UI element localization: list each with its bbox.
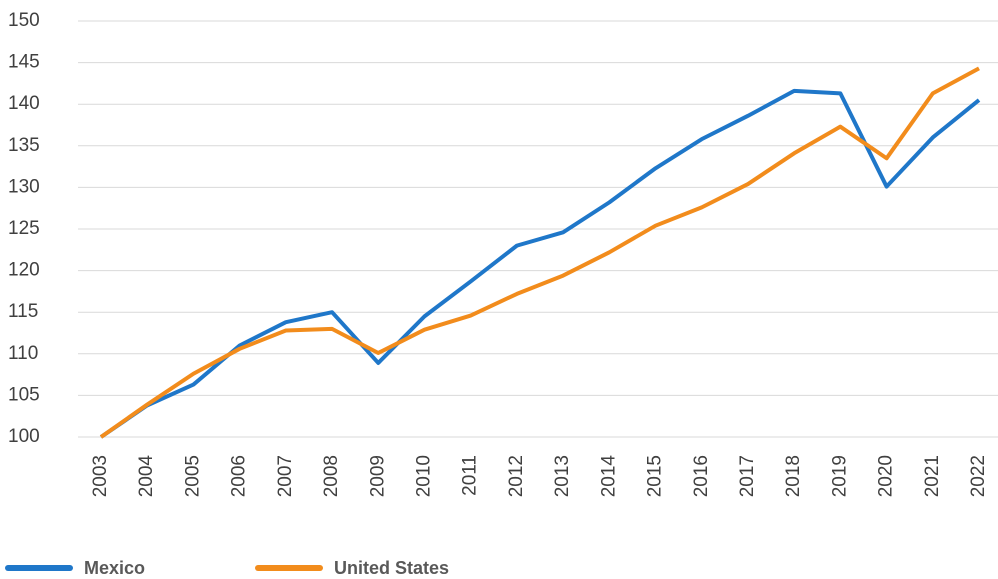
line	[99, 66, 980, 439]
x-tick-label: 2018	[783, 455, 804, 497]
y-tick-label: 110	[8, 343, 38, 364]
x-tick-label: 2004	[136, 455, 157, 498]
x-tick-label: 2015	[645, 455, 666, 497]
x-tick-label: 2021	[922, 455, 943, 497]
y-tick-label: 120	[8, 260, 40, 281]
x-tick-label: 2006	[229, 455, 250, 497]
x-tick-label: 2022	[968, 455, 989, 497]
x-tick-label: 2012	[506, 455, 527, 497]
y-tick-label: 100	[8, 426, 40, 447]
y-tick-label: 150	[8, 10, 40, 31]
y-tick-label: 130	[8, 176, 40, 197]
x-tick-label: 2013	[552, 455, 573, 497]
x-tick-label: 2005	[182, 455, 203, 497]
x-tick-label: 2016	[691, 455, 712, 497]
x-tick-label: 2019	[829, 455, 850, 497]
x-tick-label: 2003	[90, 455, 111, 497]
y-tick-label: 125	[8, 218, 40, 239]
y-tick-label: 135	[8, 135, 40, 156]
legend-label: Mexico	[84, 558, 145, 578]
y-tick-label: 115	[8, 301, 38, 322]
y-tick-label: 140	[8, 93, 40, 114]
legend-label: United States	[334, 558, 449, 578]
y-tick-label: 105	[8, 384, 40, 405]
x-tick-label: 2007	[275, 455, 296, 497]
x-tick-label: 2017	[737, 455, 758, 497]
x-tick-label: 2008	[321, 455, 342, 497]
line	[99, 88, 981, 439]
x-tick-label: 2014	[598, 455, 619, 498]
y-tick-label: 145	[8, 52, 40, 73]
x-tick-label: 2020	[876, 455, 897, 497]
x-tick-label: 2011	[460, 455, 481, 496]
x-tick-label: 2009	[367, 455, 388, 497]
x-tick-label: 2010	[413, 455, 434, 497]
